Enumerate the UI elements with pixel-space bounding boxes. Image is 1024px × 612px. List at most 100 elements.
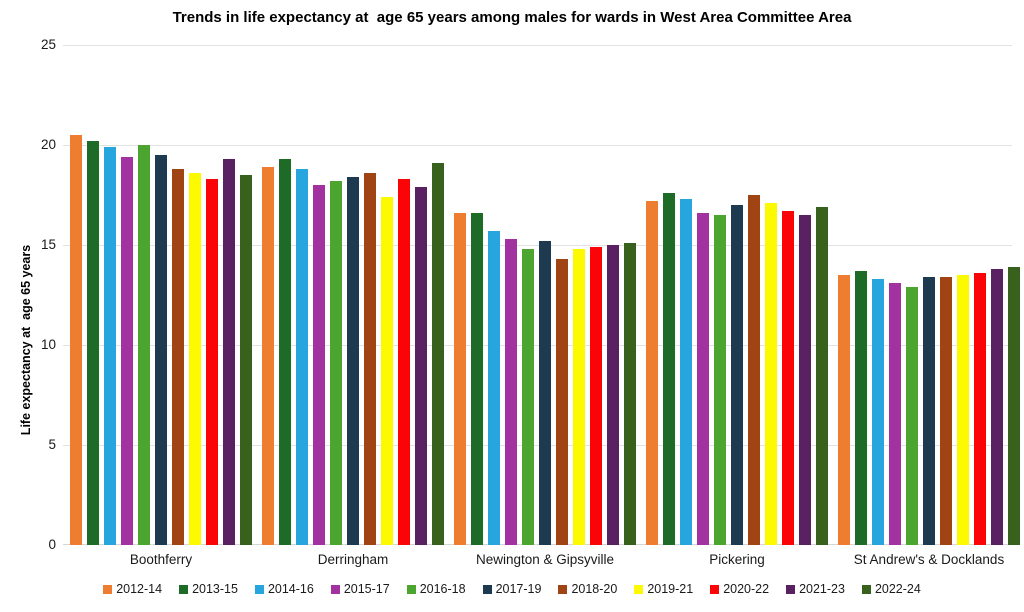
y-tick-label-5: 5 — [48, 437, 56, 452]
y-tick-label-20: 20 — [40, 137, 56, 152]
legend-swatch-icon — [103, 584, 113, 594]
bar-2021-23-4 — [991, 269, 1003, 545]
legend-label: 2014-16 — [267, 582, 314, 596]
gridline-5 — [63, 445, 1012, 446]
bar-2022-24-4 — [1008, 267, 1020, 545]
legend-swatch-icon — [406, 584, 416, 594]
legend-label: 2013-15 — [192, 582, 238, 596]
bar-2019-21-0 — [189, 173, 201, 545]
y-tick-label-15: 15 — [40, 237, 56, 252]
legend-swatch-icon — [558, 584, 568, 594]
gridline-10 — [63, 345, 1012, 346]
bar-2017-19-4 — [923, 277, 935, 545]
x-category-label-4: St Andrew's & Docklands — [853, 552, 1005, 567]
bar-2014-16-0 — [104, 147, 116, 545]
plot-area: Life expectancy at age 65 years — [19, 45, 1020, 545]
bar-2022-24-2 — [624, 243, 636, 545]
bar-2016-18-0 — [138, 145, 150, 545]
bar-2020-22-0 — [206, 179, 218, 545]
bar-2013-15-1 — [279, 159, 291, 545]
bar-2021-23-1 — [415, 187, 427, 545]
bar-2014-16-3 — [680, 199, 692, 545]
legend-swatch-icon — [786, 584, 796, 594]
bar-2017-19-3 — [731, 205, 743, 545]
bar-2012-14-0 — [70, 135, 82, 545]
legend-item-2015-17: 2015-17 — [330, 582, 390, 596]
bar-2018-20-0 — [172, 169, 184, 545]
bar-2012-14-4 — [838, 275, 850, 545]
bar-group-1 — [262, 159, 444, 545]
chart-title: Trends in life expectancy at age 65 year… — [172, 9, 852, 26]
bar-2018-20-2 — [556, 259, 568, 545]
legend-label: 2019-21 — [647, 582, 694, 596]
bar-2016-18-1 — [330, 181, 342, 545]
bar-2014-16-2 — [488, 231, 500, 545]
bar-2013-15-4 — [855, 271, 867, 545]
bar-2015-17-0 — [121, 157, 133, 545]
legend-item-2013-15: 2013-15 — [179, 582, 238, 596]
bar-2017-19-2 — [539, 241, 551, 545]
y-tick-label-0: 0 — [48, 537, 56, 552]
bar-2017-19-0 — [155, 155, 167, 545]
legend-label: 2018-20 — [571, 582, 618, 596]
bar-group-0 — [70, 135, 252, 545]
legend-swatch-icon — [861, 584, 871, 594]
bar-2015-17-2 — [505, 239, 517, 545]
bar-2020-22-3 — [782, 211, 794, 545]
legend-label: 2016-18 — [419, 582, 466, 596]
bar-2021-23-0 — [223, 159, 235, 545]
legend-swatch-icon — [710, 584, 720, 594]
x-category-label-2: Newington & Gipsyville — [475, 552, 615, 567]
legend-item-2020-22: 2020-22 — [710, 582, 769, 596]
legend-swatch-icon — [254, 584, 264, 594]
legend-item-2017-19: 2017-19 — [482, 582, 542, 596]
bar-2014-16-4 — [872, 279, 884, 545]
legend: 2012-14 2013-15 2014-16 2015-17 2016-18 2017-… — [0, 582, 1024, 596]
bar-2016-18-2 — [522, 249, 534, 545]
legend-label: 2021-23 — [799, 582, 845, 596]
y-tick-label-25: 25 — [40, 37, 56, 52]
legend-item-2012-14: 2012-14 — [103, 582, 162, 596]
legend-swatch-icon — [330, 584, 340, 594]
bar-2015-17-3 — [697, 213, 709, 545]
bar-2012-14-2 — [454, 213, 466, 545]
bar-2012-14-1 — [262, 167, 274, 545]
bar-2019-21-1 — [381, 197, 393, 545]
bar-2015-17-4 — [889, 283, 901, 545]
bar-2021-23-3 — [799, 215, 811, 545]
gridline-20 — [63, 145, 1012, 146]
bar-2018-20-4 — [940, 277, 952, 545]
bar-2016-18-3 — [714, 215, 726, 545]
gridline-25 — [63, 45, 1012, 46]
bar-2015-17-1 — [313, 185, 325, 545]
bar-2018-20-3 — [748, 195, 760, 545]
legend-item-2021-23: 2021-23 — [786, 582, 845, 596]
bar-2019-21-3 — [765, 203, 777, 545]
legend-item-2016-18: 2016-18 — [406, 582, 466, 596]
legend-item-2019-21: 2019-21 — [634, 582, 693, 596]
legend-label: 2015-17 — [343, 582, 390, 596]
bar-group-4 — [838, 267, 1020, 545]
gridline-15 — [63, 245, 1012, 246]
bar-2013-15-2 — [471, 213, 483, 545]
legend-label: 2017-19 — [495, 582, 542, 596]
bar-2012-14-3 — [646, 201, 658, 545]
bar-2013-15-0 — [87, 141, 99, 545]
legend-swatch-icon — [482, 584, 492, 594]
legend-swatch-icon — [179, 584, 189, 594]
bar-2016-18-4 — [906, 287, 918, 545]
bar-2013-15-3 — [663, 193, 675, 545]
x-category-label-0: Boothferry — [129, 552, 193, 567]
legend-swatch-icon — [634, 584, 644, 594]
bar-2017-19-1 — [347, 177, 359, 545]
legend-label: 2022-24 — [874, 582, 921, 596]
bar-2014-16-1 — [296, 169, 308, 545]
bar-2022-24-3 — [816, 207, 828, 545]
y-tick-label-10: 10 — [40, 337, 56, 352]
bar-group-3 — [646, 193, 828, 545]
bar-2020-22-2 — [590, 247, 602, 545]
bar-group-2 — [454, 213, 636, 545]
bar-2020-22-1 — [398, 179, 410, 545]
bar-2022-24-0 — [240, 175, 252, 545]
x-category-label-3: Pickering — [709, 552, 765, 567]
